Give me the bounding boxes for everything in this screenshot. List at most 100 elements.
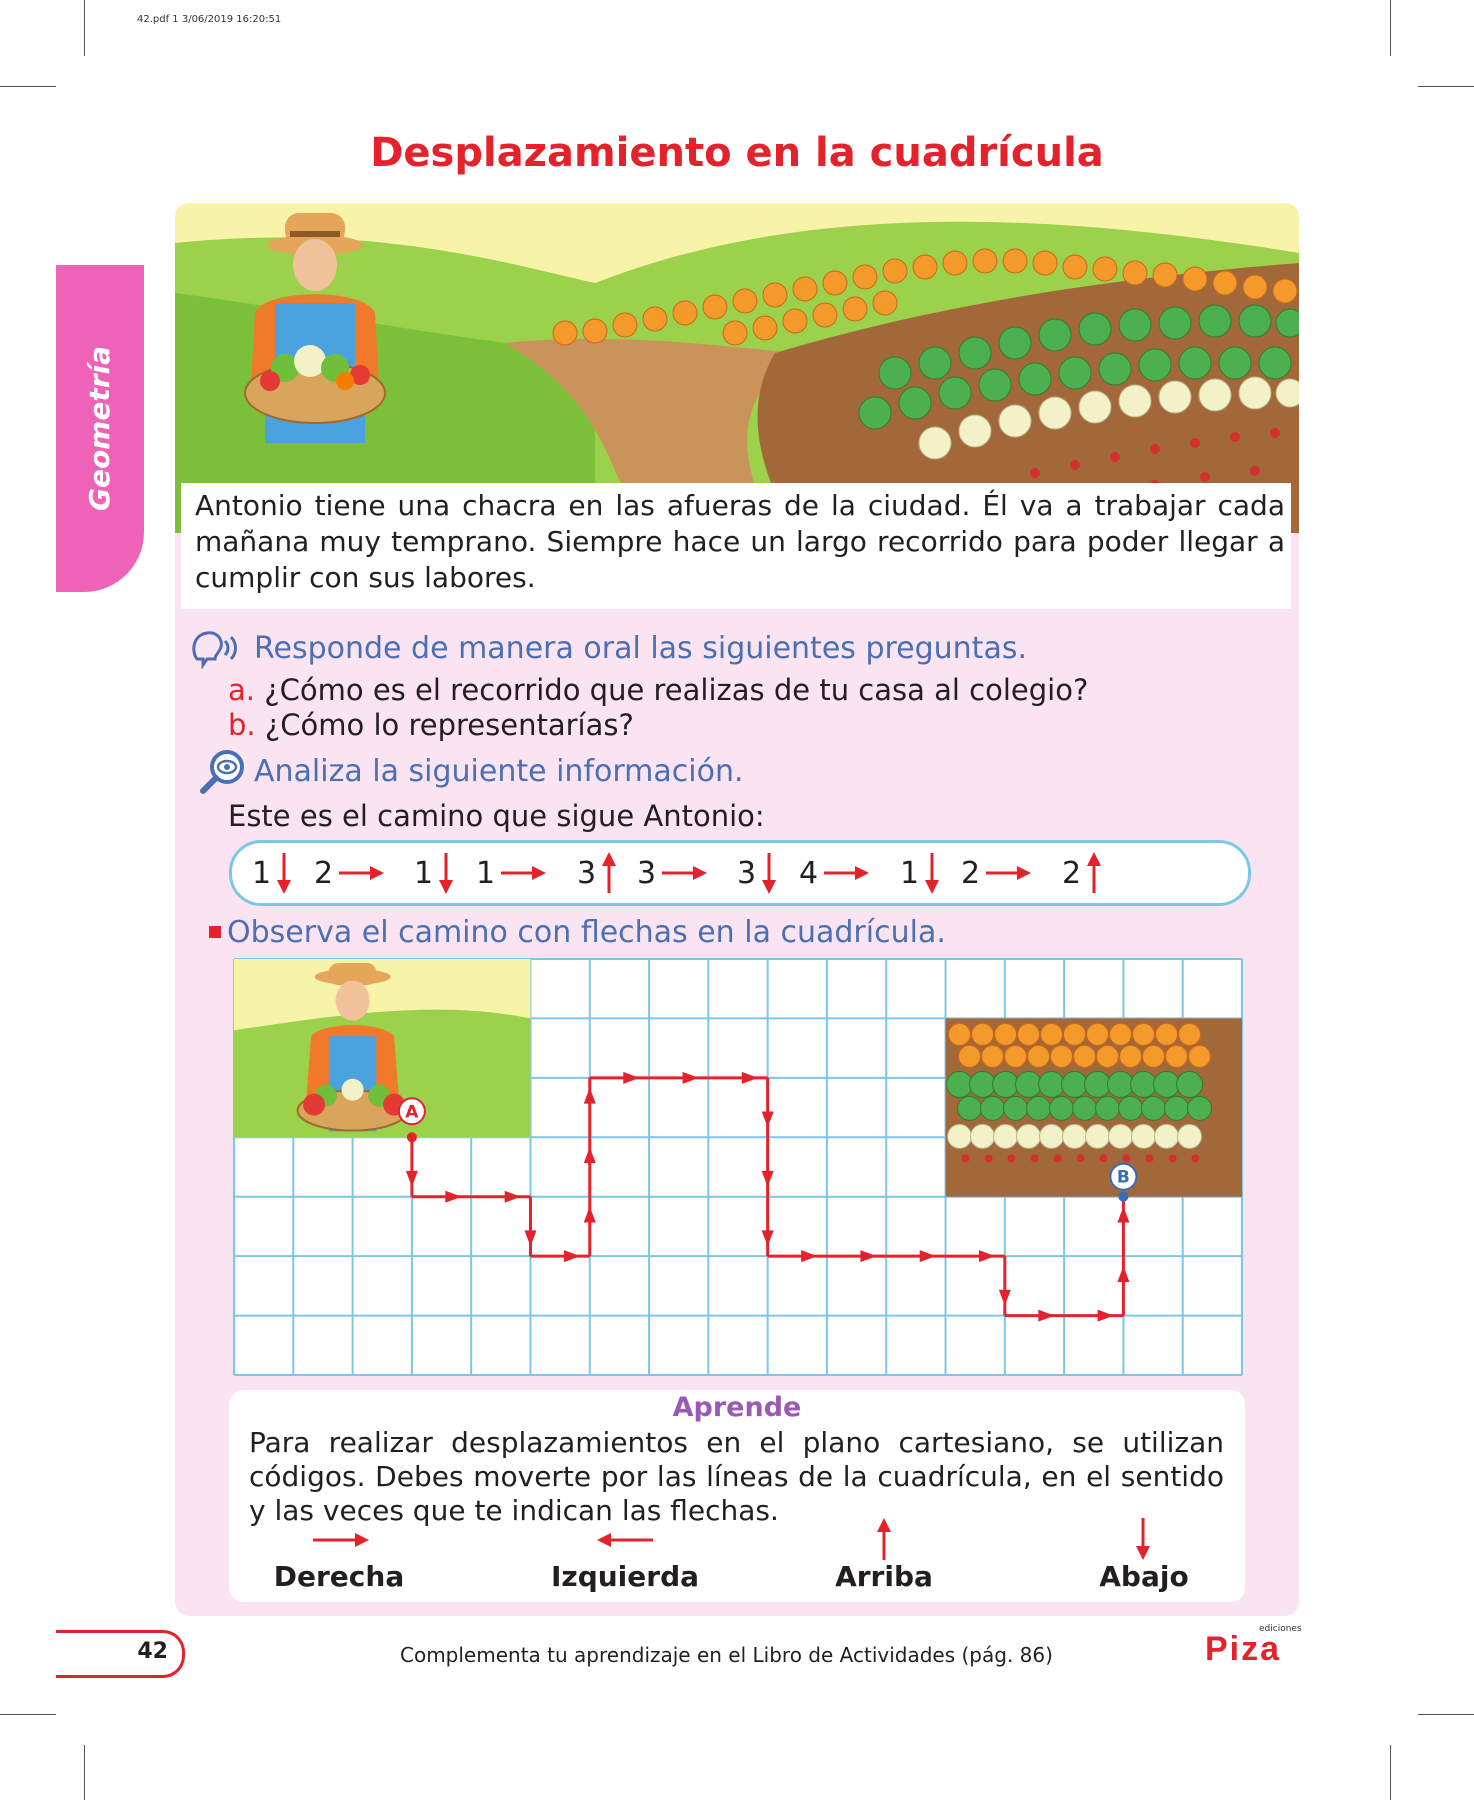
magnifier-eye-icon — [199, 749, 247, 799]
path-arrowhead — [504, 1190, 521, 1203]
grid-farmer-illustration — [234, 959, 531, 1138]
arrow-up-icon — [874, 1516, 894, 1566]
arrow-left-icon — [595, 1530, 655, 1554]
farmer-figure — [244, 213, 386, 443]
path-arrowhead — [682, 1071, 699, 1084]
path-step: 1 — [252, 849, 293, 897]
crop-mark — [0, 86, 56, 87]
brand-small: ediciones — [1259, 1624, 1302, 1634]
path-arrowhead — [761, 1111, 774, 1128]
intro-box — [181, 483, 1291, 609]
path-arrowhead — [761, 1230, 774, 1247]
crop-mark — [84, 0, 85, 56]
question-a: a. ¿Cómo es el recorrido que realizas de… — [228, 673, 1088, 707]
arrow-right-icon — [501, 866, 547, 880]
end-label: B — [1117, 1168, 1130, 1188]
arrow-right-icon — [986, 866, 1032, 880]
arrow-down-icon — [277, 853, 292, 894]
grid-field-illustration — [945, 1018, 1242, 1197]
content-panel: Antonio tiene una chacra en las afueras … — [175, 203, 1299, 1616]
path-arrowhead — [405, 1170, 418, 1187]
path-arrowhead — [583, 1206, 596, 1223]
path-step: 1 — [414, 849, 455, 897]
print-header: 42.pdf 1 3/06/2019 16:20:51 — [137, 14, 282, 25]
arrow-down-icon — [1133, 1516, 1153, 1566]
question-b: b. ¿Cómo lo representarías? — [228, 708, 634, 742]
path-step-count: 2 — [314, 855, 334, 891]
start-label: A — [405, 1102, 419, 1122]
path-arrowhead — [524, 1230, 537, 1247]
side-tab: Geometría — [56, 265, 144, 592]
aprende-box: Aprende Para realizar desplazamientos en… — [229, 1390, 1245, 1602]
lettuce-rows — [858, 304, 1299, 430]
pumpkin-row — [552, 248, 1298, 346]
arrow-down-icon — [762, 853, 777, 894]
side-tab-label: Geometría — [83, 345, 117, 512]
path-step-count: 2 — [1062, 855, 1082, 891]
arrow-down-icon — [439, 853, 454, 894]
speak-icon — [189, 629, 237, 673]
path-step-count: 1 — [476, 855, 496, 891]
path-step: 3 — [577, 849, 618, 897]
path-step-count: 1 — [252, 855, 272, 891]
path-arrowhead — [563, 1250, 580, 1263]
arrow-right-icon — [662, 866, 708, 880]
path-arrows — [405, 1071, 1130, 1322]
path-arrowhead — [761, 1170, 774, 1187]
end-point — [1118, 1191, 1129, 1202]
path-arrowhead — [801, 1250, 818, 1263]
observe-heading: Observa el camino con flechas en la cuad… — [227, 915, 946, 950]
arrow-up-icon — [1087, 852, 1102, 893]
crop-mark — [0, 1714, 56, 1715]
brand-name: Piza — [1205, 1630, 1282, 1668]
path-step-count: 3 — [737, 855, 757, 891]
direction-label-izquierda: Izquierda — [550, 1560, 700, 1593]
path-step: 1 — [476, 849, 547, 897]
path-arrowhead — [1097, 1309, 1114, 1322]
coordinate-grid: AB — [233, 958, 1243, 1376]
path-arrowhead — [1038, 1309, 1055, 1322]
path-arrowhead — [998, 1289, 1011, 1306]
path-arrowhead — [445, 1190, 462, 1203]
start-marker — [397, 1097, 426, 1126]
question-text: ¿Cómo es el recorrido que realizas de tu… — [264, 673, 1089, 707]
path-step: 3 — [737, 849, 778, 897]
crop-mark — [1390, 0, 1391, 56]
arrow-up-icon — [602, 852, 617, 893]
end-marker — [1109, 1162, 1138, 1191]
analyze-intro: Este es el camino que sigue Antonio: — [228, 799, 765, 833]
start-point — [406, 1132, 417, 1143]
direction-label-arriba: Arriba — [835, 1560, 933, 1593]
path-arrowhead — [979, 1250, 996, 1263]
cauliflower-rows — [918, 376, 1299, 460]
arrow-down-icon — [925, 853, 940, 894]
path-arrowhead — [1117, 1265, 1130, 1282]
oral-heading: Responde de manera oral las siguientes p… — [254, 631, 1027, 666]
path-step-count: 3 — [577, 855, 597, 891]
path-step-count: 2 — [961, 855, 981, 891]
path-code-box: 1 2 1 1 3 3 3 4 1 2 2 — [229, 840, 1251, 906]
path-arrowhead — [1117, 1206, 1130, 1223]
path-arrowhead — [741, 1071, 758, 1084]
page-number-tab: 42 — [56, 1630, 185, 1678]
path-arrowhead — [583, 1087, 596, 1104]
crop-mark — [84, 1745, 85, 1800]
crop-mark — [1390, 1745, 1391, 1800]
path-arrowhead — [860, 1250, 877, 1263]
path-step-count: 1 — [414, 855, 434, 891]
arrow-right-icon — [824, 866, 870, 880]
path-step: 1 — [900, 849, 941, 897]
path-arrowhead — [583, 1147, 596, 1164]
path-step-count: 3 — [637, 855, 657, 891]
page-title: Desplazamiento en la cuadrícula — [370, 130, 1104, 176]
crop-mark — [1418, 1714, 1474, 1715]
path-step: 3 — [637, 849, 708, 897]
page-number: 42 — [137, 1639, 168, 1664]
question-text: ¿Cómo lo representarías? — [264, 708, 634, 742]
path-step-count: 4 — [799, 855, 819, 891]
analyze-heading: Analiza la siguiente información. — [254, 754, 744, 789]
aprende-title: Aprende — [672, 1392, 802, 1423]
path-step: 2 — [961, 849, 1032, 897]
intro-text: Antonio tiene una chacra en las afueras … — [195, 489, 1285, 594]
